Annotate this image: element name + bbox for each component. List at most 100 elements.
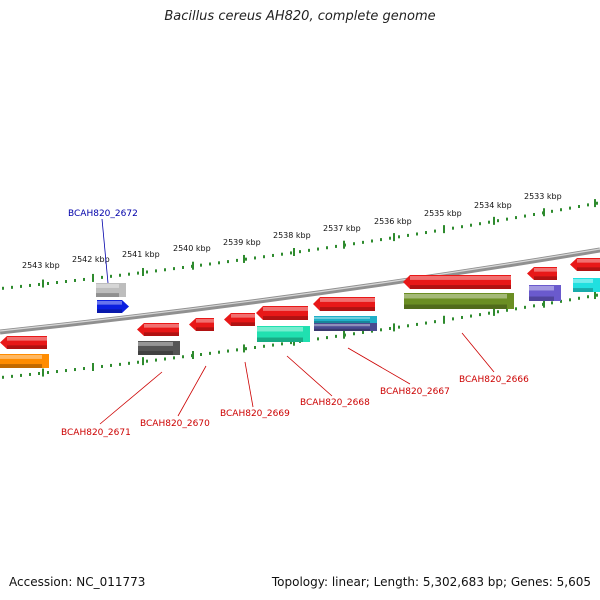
gene-label[interactable]: BCAH820_2669 <box>220 409 290 419</box>
minor-tick <box>380 328 382 332</box>
gene-label[interactable]: BCAH820_2667 <box>380 387 450 397</box>
minor-tick <box>317 247 319 251</box>
gene-label[interactable]: BCAH820_2671 <box>61 428 131 438</box>
gene-feature-9[interactable] <box>570 258 600 271</box>
minor-tick <box>38 371 40 375</box>
major-tick <box>393 323 395 332</box>
cog-feature-18[interactable] <box>529 285 561 301</box>
major-tick <box>543 299 545 308</box>
minor-tick <box>470 314 472 318</box>
major-tick <box>594 199 596 208</box>
gene-label[interactable]: BCAH820_2668 <box>300 398 370 408</box>
cog-feature-11[interactable] <box>0 354 49 368</box>
minor-tick <box>209 351 211 355</box>
minor-tick <box>398 235 400 239</box>
kbp-label: 2536 kbp <box>374 217 412 226</box>
gene-feature-3[interactable] <box>189 318 214 331</box>
kbp-scale-labels: 2543 kbp 2542 kbp 2541 kbp 2540 kbp 2539… <box>22 192 562 270</box>
kbp-label: 2537 kbp <box>323 224 361 233</box>
outer-tick-ring <box>2 199 598 290</box>
gene-feature-5[interactable] <box>256 306 308 320</box>
minor-tick <box>281 342 283 346</box>
minor-tick <box>587 295 589 299</box>
minor-tick <box>551 209 553 213</box>
major-tick <box>493 307 495 316</box>
cog-feature-17[interactable] <box>404 293 514 309</box>
major-tick <box>443 315 445 324</box>
minor-tick <box>200 353 202 356</box>
minor-tick <box>173 267 175 271</box>
minor-tick <box>353 242 355 246</box>
minor-tick <box>164 268 166 272</box>
cog-feature-19[interactable] <box>573 278 600 292</box>
minor-tick <box>461 225 463 229</box>
minor-tick <box>425 321 427 325</box>
minor-tick <box>218 261 220 265</box>
kbp-label: 2542 kbp <box>72 255 110 264</box>
gene-feature-4[interactable] <box>224 313 255 326</box>
leader-line <box>347 347 411 385</box>
minor-tick <box>515 307 517 311</box>
cog-feature-16[interactable] <box>314 323 377 331</box>
minor-tick <box>254 345 256 349</box>
major-tick <box>594 291 596 300</box>
kbp-label: 2538 kbp <box>273 231 311 240</box>
cog-feature-14[interactable] <box>257 326 310 342</box>
gene-label[interactable]: BCAH820_2666 <box>459 375 529 385</box>
minor-tick <box>371 239 373 243</box>
minor-tick <box>569 206 571 210</box>
minor-tick <box>434 320 436 324</box>
minor-tick <box>578 205 580 209</box>
minor-tick <box>110 274 112 278</box>
cog-feature-13[interactable] <box>138 341 180 355</box>
minor-tick <box>380 238 382 242</box>
minor-tick <box>2 375 4 379</box>
minor-tick <box>533 212 535 216</box>
major-tick <box>293 248 295 257</box>
minor-tick <box>389 236 391 240</box>
leader-line <box>244 361 254 408</box>
gene-feature-1[interactable] <box>97 300 129 313</box>
minor-tick <box>362 330 364 334</box>
minor-tick <box>110 363 112 367</box>
gene-label[interactable]: BCAH820_2672 <box>68 209 138 219</box>
gene-feature-7[interactable] <box>403 275 511 289</box>
minor-tick <box>20 373 22 377</box>
minor-tick <box>47 371 49 375</box>
minor-tick <box>479 313 481 317</box>
minor-tick <box>335 244 337 248</box>
major-tick <box>192 261 194 270</box>
cog-feature-12[interactable] <box>96 283 126 297</box>
minor-tick <box>236 258 238 262</box>
cog-feature-15[interactable] <box>314 316 377 323</box>
minor-tick <box>11 285 13 289</box>
gene-feature-6[interactable] <box>313 297 375 311</box>
minor-tick <box>425 231 427 235</box>
gene-feature-2[interactable] <box>137 323 179 336</box>
minor-tick <box>128 361 130 365</box>
minor-tick <box>218 350 220 354</box>
gene-label[interactable]: BCAH820_2670 <box>140 419 210 429</box>
minor-tick <box>137 271 139 275</box>
minor-tick <box>101 364 103 368</box>
minor-tick <box>299 250 301 254</box>
minor-tick <box>506 308 508 312</box>
minor-tick <box>29 283 31 287</box>
minor-tick <box>398 325 400 329</box>
major-tick <box>92 273 94 282</box>
minor-tick <box>488 220 490 224</box>
minor-tick <box>560 208 562 212</box>
minor-tick <box>128 272 130 276</box>
minor-tick <box>83 367 85 371</box>
minor-tick <box>407 324 409 328</box>
gene-feature-0[interactable] <box>0 336 47 349</box>
minor-tick <box>119 273 121 277</box>
major-tick <box>142 357 144 366</box>
minor-tick <box>533 304 535 308</box>
minor-tick <box>146 270 148 274</box>
gene-feature-8[interactable] <box>527 267 557 280</box>
gene-label-leaders <box>99 218 495 425</box>
minor-tick <box>263 255 265 259</box>
minor-tick <box>2 286 4 290</box>
